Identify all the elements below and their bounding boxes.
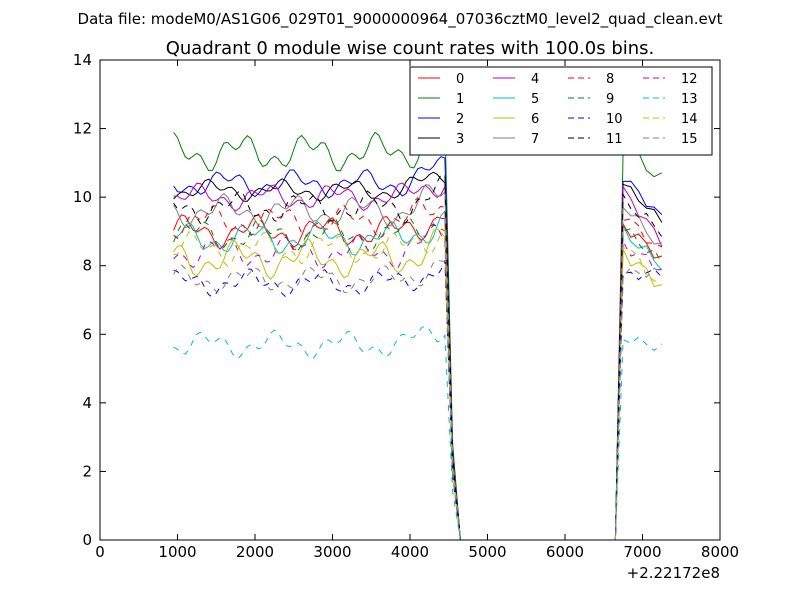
legend-label-9: 9 bbox=[606, 92, 614, 107]
series-line-6 bbox=[173, 227, 663, 541]
y-tick-label: 10 bbox=[73, 188, 92, 206]
series-line-8 bbox=[173, 197, 663, 541]
legend-label-14: 14 bbox=[681, 112, 698, 127]
x-tick-label: 6000 bbox=[546, 543, 584, 561]
x-tick-label: 8000 bbox=[701, 543, 739, 561]
chart-title: Quadrant 0 module wise count rates with … bbox=[166, 38, 655, 59]
series-line-3 bbox=[173, 171, 663, 541]
series-line-15 bbox=[173, 259, 663, 541]
series-line-10 bbox=[173, 260, 663, 541]
series-line-12 bbox=[173, 223, 662, 541]
legend-label-1: 1 bbox=[456, 92, 464, 107]
x-tick-label: 3000 bbox=[313, 543, 351, 561]
y-tick-label: 0 bbox=[82, 531, 92, 549]
x-tick-label: 5000 bbox=[468, 543, 506, 561]
y-tick-label: 2 bbox=[82, 462, 92, 480]
x-axis: 0 1000 2000 3000 4000 5000 6000 7000 8000 bbox=[95, 60, 739, 561]
legend-label-0: 0 bbox=[456, 72, 464, 87]
series-lines bbox=[173, 123, 663, 541]
legend-label-10: 10 bbox=[606, 112, 623, 127]
figure-suptitle: Data file: modeM0/AS1G06_029T01_90000009… bbox=[78, 10, 723, 29]
legend-label-7: 7 bbox=[531, 132, 539, 147]
legend-label-3: 3 bbox=[456, 132, 464, 147]
series-line-11 bbox=[173, 174, 663, 541]
series-line-5 bbox=[173, 209, 663, 541]
x-tick-label: 4000 bbox=[391, 543, 429, 561]
y-tick-label: 14 bbox=[73, 51, 92, 69]
legend-label-5: 5 bbox=[531, 92, 539, 107]
series-line-2 bbox=[173, 156, 663, 541]
series-line-14 bbox=[173, 229, 663, 541]
legend-label-2: 2 bbox=[456, 112, 464, 127]
legend-label-12: 12 bbox=[681, 72, 698, 87]
y-tick-label: 6 bbox=[82, 325, 92, 343]
series-line-9 bbox=[173, 216, 663, 541]
series-line-13 bbox=[173, 325, 663, 541]
x-axis-offset-label: +2.22172e8 bbox=[627, 564, 720, 582]
legend-box bbox=[409, 66, 713, 156]
series-line-7 bbox=[173, 184, 662, 541]
x-tick-label: 0 bbox=[95, 543, 105, 561]
plot-area: 0 1000 2000 3000 4000 5000 6000 7000 80000246810… bbox=[73, 51, 739, 561]
legend-label-15: 15 bbox=[681, 132, 698, 147]
legend-label-8: 8 bbox=[606, 72, 614, 87]
legend-label-6: 6 bbox=[531, 112, 539, 127]
legend-label-13: 13 bbox=[681, 92, 698, 107]
legend-label-4: 4 bbox=[531, 72, 539, 87]
series-line-4 bbox=[173, 182, 663, 541]
x-tick-label: 2000 bbox=[236, 543, 274, 561]
series-line-0 bbox=[173, 214, 663, 541]
legend-label-11: 11 bbox=[606, 132, 623, 147]
y-tick-label: 4 bbox=[82, 394, 92, 412]
y-tick-label: 12 bbox=[73, 120, 92, 138]
y-tick-label: 8 bbox=[82, 257, 92, 275]
x-tick-label: 7000 bbox=[623, 543, 661, 561]
x-tick-label: 1000 bbox=[158, 543, 196, 561]
